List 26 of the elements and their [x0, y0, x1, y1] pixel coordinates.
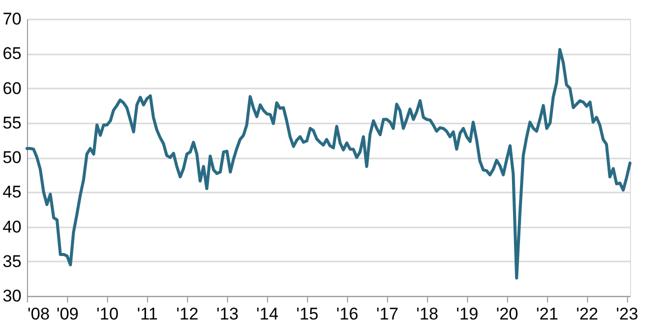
x-tick-label: '15 — [296, 304, 318, 324]
line-series — [26, 48, 632, 280]
y-tick-label: 65 — [2, 44, 22, 64]
x-tick-label: '21 — [536, 304, 558, 324]
x-tick-label: '08 — [28, 304, 50, 324]
x-tick-label: '13 — [216, 304, 239, 324]
x-tick-label: '17 — [376, 304, 398, 324]
y-tick-label: 50 — [2, 148, 22, 167]
y-tick-label: 55 — [2, 113, 22, 132]
y-tick-label: 45 — [2, 182, 22, 202]
y-tick-label: 70 — [2, 10, 22, 28]
x-tick-label: '09 — [56, 304, 79, 324]
x-tick-label: '14 — [256, 304, 278, 324]
x-tick-label: '16 — [336, 304, 358, 324]
x-tick-label: '23 — [616, 304, 638, 324]
x-tick-label: '18 — [416, 304, 438, 324]
x-tick-label: '19 — [456, 304, 478, 324]
x-tick-label: '11 — [136, 304, 158, 324]
y-tick-label: 60 — [2, 78, 22, 98]
y-tick-label: 35 — [2, 252, 22, 271]
x-tick-label: '22 — [576, 304, 598, 324]
y-tick-label: 40 — [2, 217, 22, 236]
y-tick-label: 30 — [2, 286, 22, 306]
x-tick-label: '12 — [176, 304, 198, 324]
x-tick-label: '10 — [96, 304, 119, 324]
x-tick-label: '20 — [496, 304, 518, 324]
